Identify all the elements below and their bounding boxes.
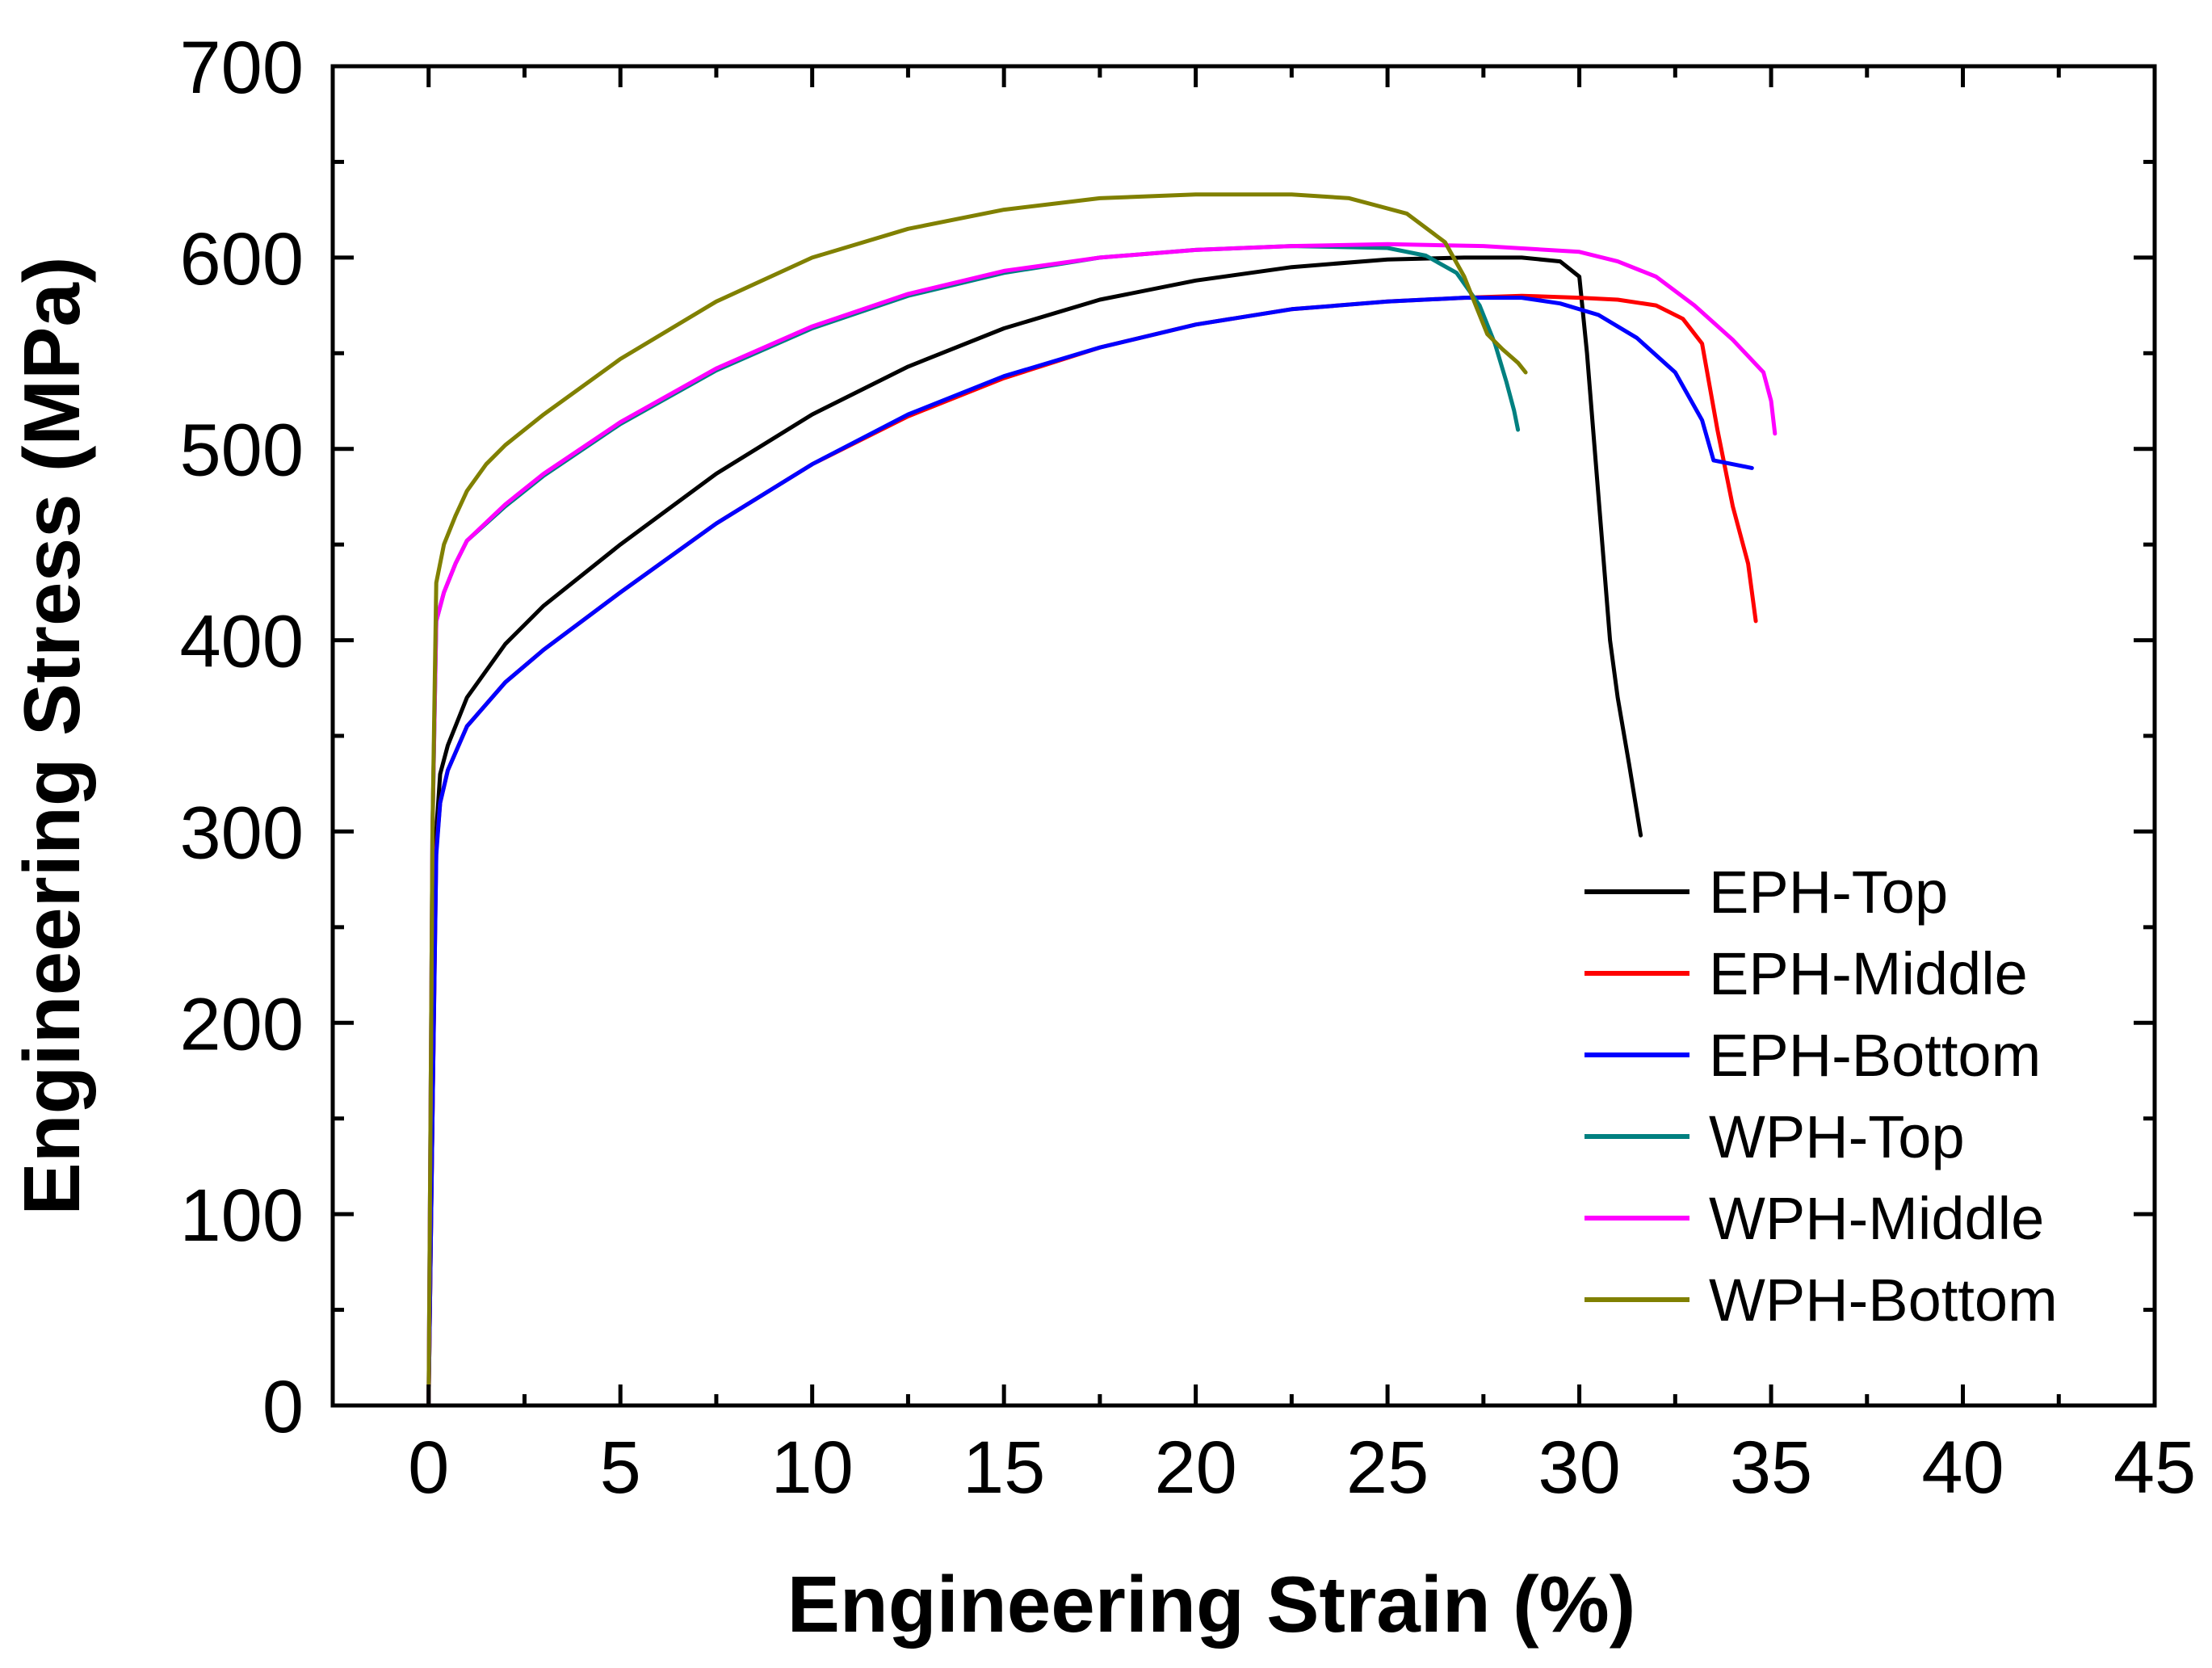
axis-ticks (330, 64, 2157, 1408)
series-layer (426, 192, 1778, 1408)
legend-label-eph-middle: EPH-Middle (1709, 940, 2028, 1007)
y-tick-label: 400 (180, 601, 304, 683)
series-line-eph-bottom (426, 296, 1754, 1408)
y-tick-label: 100 (180, 1174, 304, 1257)
axis-tick-labels: 0 5 10 15 20 25 30 35 40 45 0 100 200 300 400 500 600 700 (180, 27, 2197, 1509)
x-tick-label: 0 (408, 1426, 449, 1509)
legend-label-eph-top: EPH-Top (1709, 859, 1948, 926)
legend-label-eph-bottom: EPH-Bottom (1709, 1022, 2041, 1089)
y-axis-title: Engineering Stress (MPa) (7, 256, 96, 1215)
y-tick-label: 200 (180, 983, 304, 1065)
x-tick-label: 35 (1730, 1426, 1812, 1509)
legend-label-wph-top: WPH-Top (1709, 1103, 1965, 1170)
legend-label-wph-middle: WPH-Middle (1709, 1185, 2044, 1252)
x-tick-label: 20 (1154, 1426, 1236, 1509)
x-tick-label: 45 (2113, 1426, 2196, 1509)
y-tick-label: 0 (262, 1366, 304, 1448)
series-line-wph-middle (426, 242, 1778, 1408)
series-line-eph-middle (426, 293, 1758, 1408)
series-line-eph-top (426, 255, 1643, 1408)
x-tick-label: 5 (600, 1426, 641, 1509)
legend: EPH-Top EPH-Middle EPH-Bottom WPH-Top WPH-Mi… (1584, 859, 2058, 1334)
x-tick-label: 10 (771, 1426, 854, 1509)
y-tick-label: 600 (180, 218, 304, 300)
legend-label-wph-bottom: WPH-Bottom (1709, 1267, 2058, 1334)
x-tick-label: 25 (1346, 1426, 1429, 1509)
series-line-wph-bottom (426, 192, 1528, 1408)
x-axis-title: Engineering Strain (%) (787, 1560, 1636, 1649)
series-line-wph-top (426, 244, 1521, 1408)
y-tick-label: 500 (180, 410, 304, 492)
x-tick-label: 15 (963, 1426, 1045, 1509)
y-tick-label: 700 (180, 27, 304, 109)
y-tick-label: 300 (180, 792, 304, 874)
x-tick-label: 40 (1921, 1426, 2004, 1509)
x-tick-label: 30 (1538, 1426, 1620, 1509)
